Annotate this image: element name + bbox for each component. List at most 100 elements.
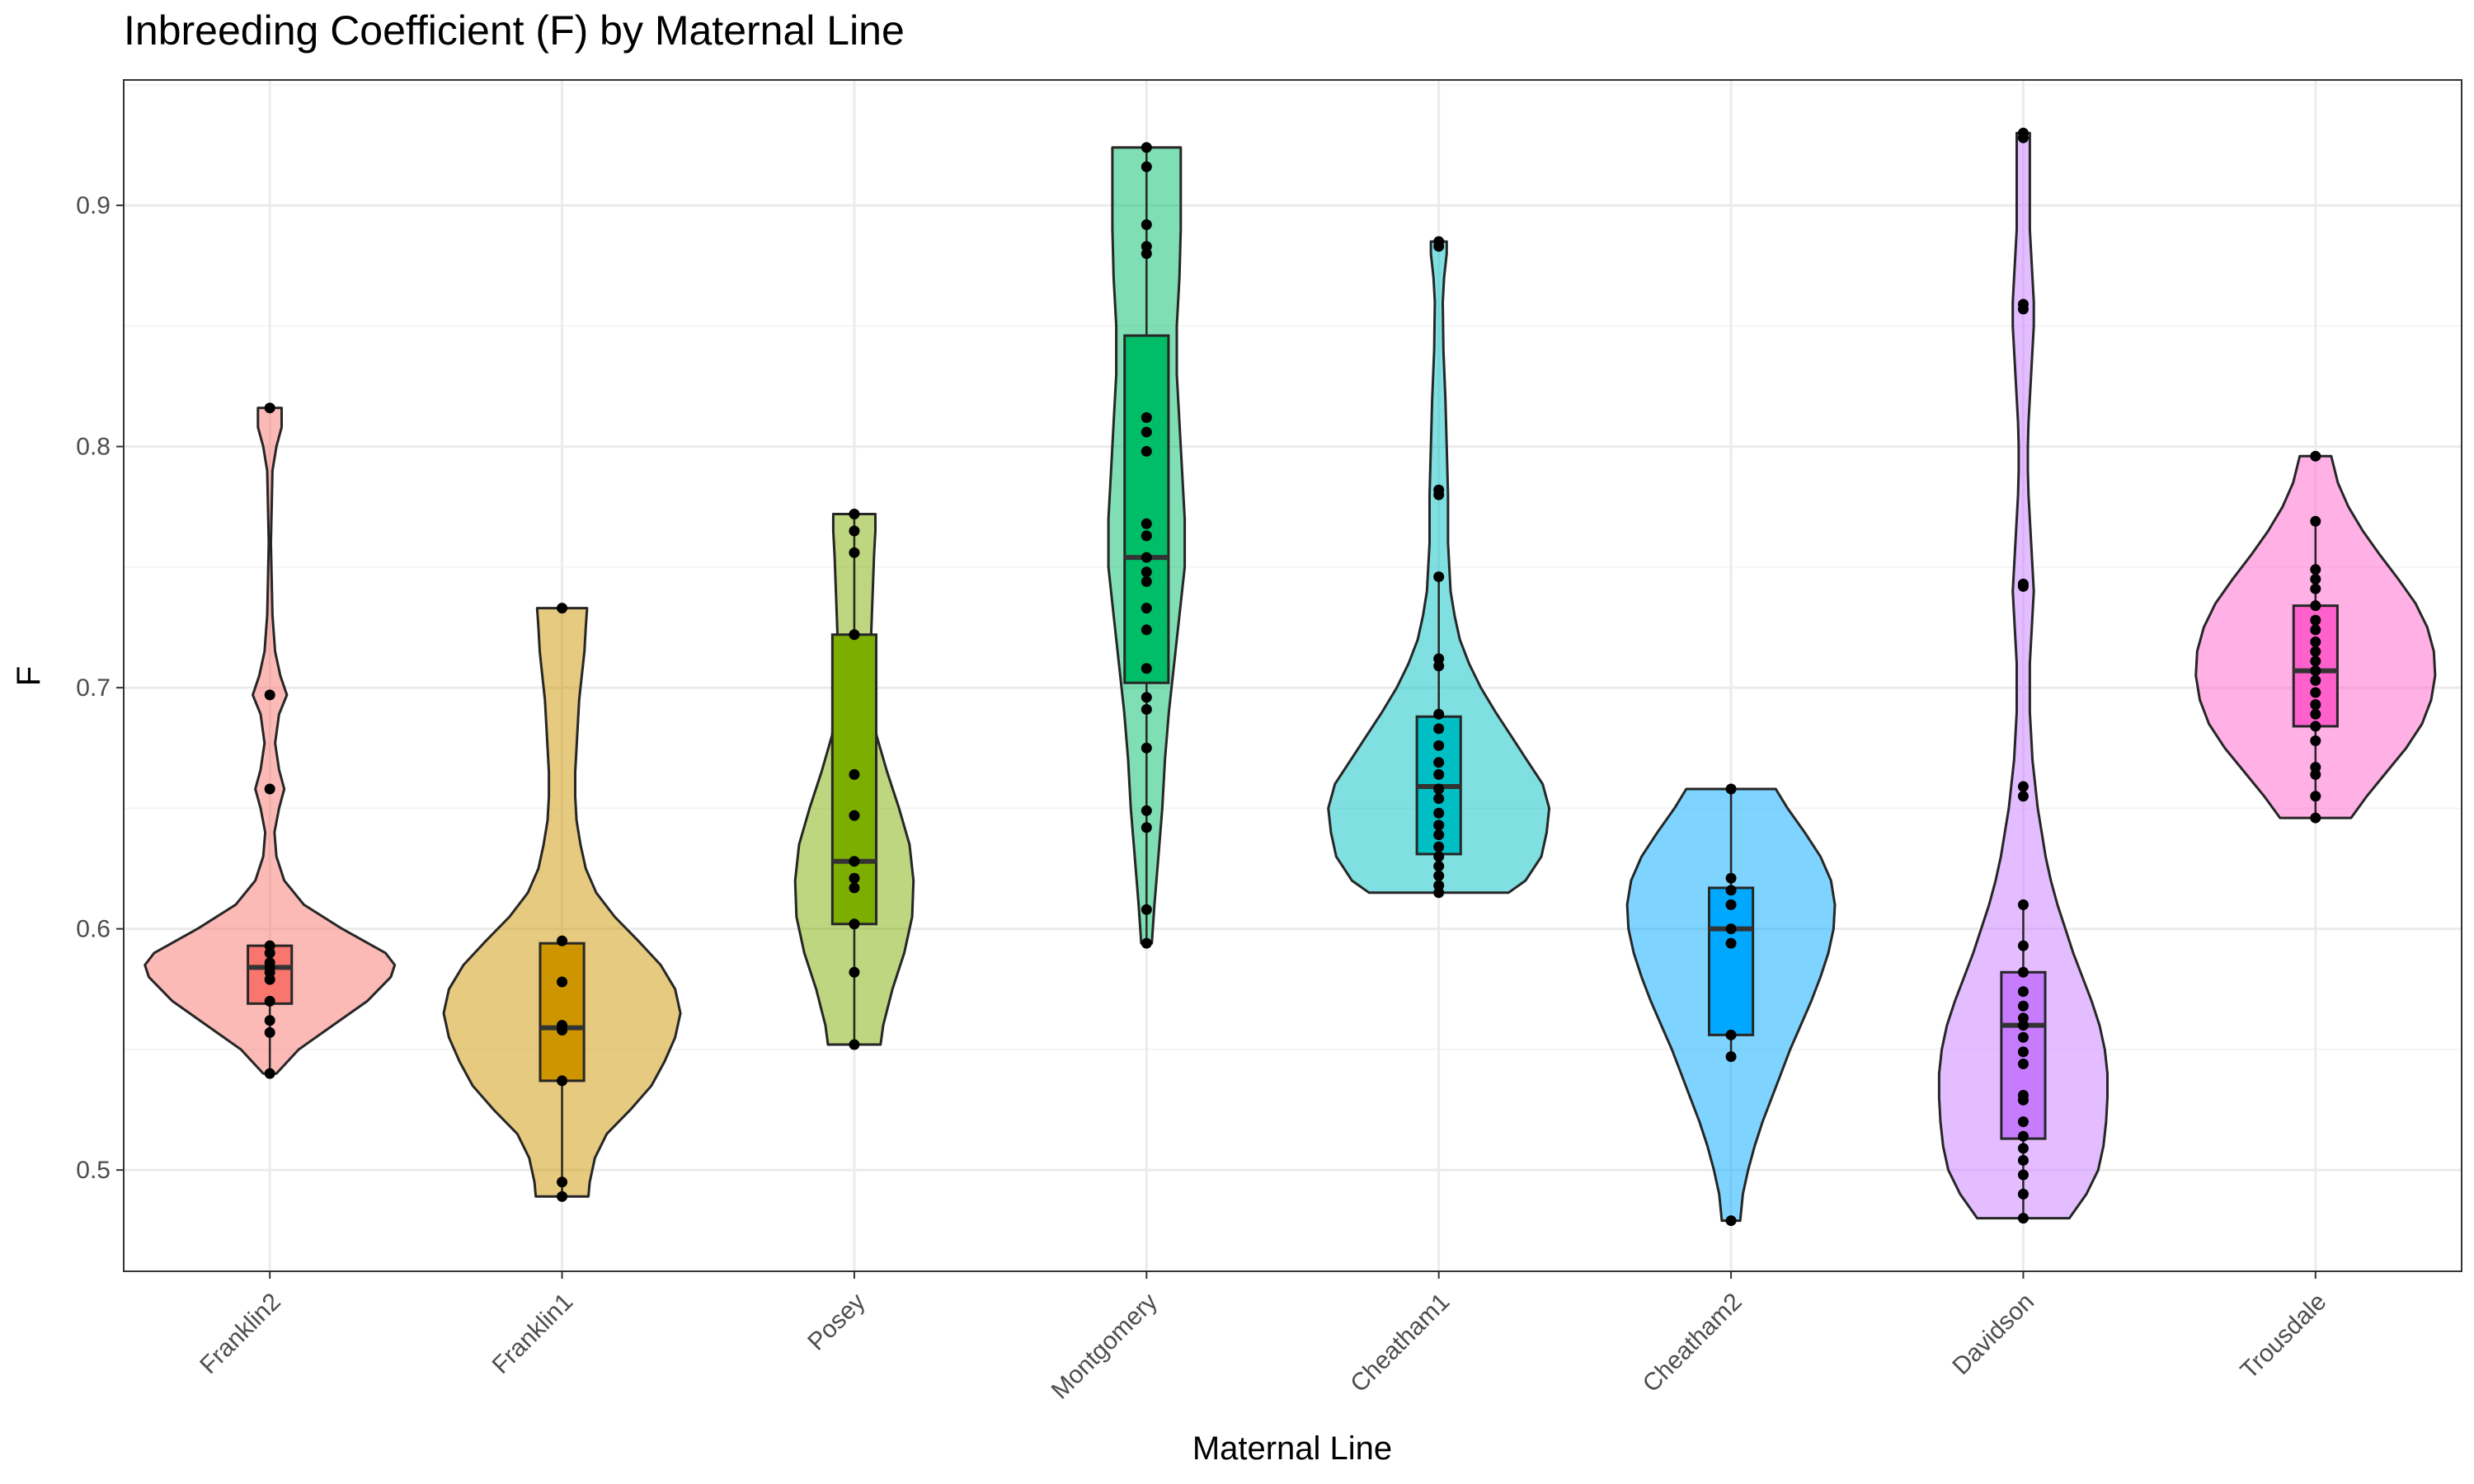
data-point [264, 402, 275, 414]
grid-lines [124, 80, 2462, 1271]
data-point [2017, 1188, 2029, 1200]
data-point [1433, 841, 1445, 852]
x-tick-label: Franklin2 [195, 1288, 286, 1379]
data-point [2017, 791, 2029, 802]
data-point [2310, 600, 2321, 612]
data-point [2310, 450, 2321, 462]
x-tick-label: Trousdale [2236, 1288, 2332, 1384]
plot-panel-border [123, 79, 2462, 1272]
data-point [2017, 1154, 2029, 1166]
data-point [1141, 426, 1152, 438]
data-point [1725, 783, 1737, 795]
data-point [557, 603, 568, 614]
violin-Davidson [1937, 131, 2109, 1220]
axes: 0.5 0.6 0.7 0.8 0.9 Franklin2 Franklin1 Posey Mo… [76, 192, 2331, 1404]
data-point [1141, 937, 1152, 949]
y-axis-title: F [11, 666, 47, 686]
data-point [1141, 530, 1152, 542]
violins [143, 131, 2437, 1223]
data-point [1141, 575, 1152, 587]
data-point [849, 768, 860, 780]
data-point [2017, 132, 2029, 143]
data-point [1433, 740, 1445, 751]
data-point [1141, 624, 1152, 636]
data-point [2310, 674, 2321, 686]
violin-Franklin1 [442, 607, 682, 1198]
data-point [2310, 646, 2321, 657]
y-tick-label: 0.8 [76, 434, 111, 461]
data-point [1725, 937, 1737, 949]
data-point [2310, 735, 2321, 746]
data-point [2017, 899, 2029, 910]
data-points [264, 127, 2321, 1227]
data-point [557, 1024, 568, 1036]
data-point [1433, 851, 1445, 862]
y-tick-label: 0.6 [76, 916, 111, 943]
data-point [2310, 665, 2321, 677]
data-point [557, 1075, 568, 1087]
data-point [1433, 870, 1445, 881]
data-point [1433, 861, 1445, 872]
data-point [1141, 805, 1152, 816]
y-tick-label: 0.7 [76, 674, 111, 702]
data-point [2017, 1169, 2029, 1181]
data-point [2017, 1116, 2029, 1128]
boxplots [247, 147, 2339, 1219]
data-point [849, 810, 860, 821]
data-point [2017, 1213, 2029, 1224]
data-point [2310, 768, 2321, 780]
data-point [2310, 636, 2321, 648]
box-Franklin1 [539, 942, 586, 1082]
data-point [2310, 564, 2321, 575]
data-point [1141, 603, 1152, 614]
data-point [2017, 781, 2029, 792]
x-tick-label: Posey [802, 1288, 870, 1355]
data-point [2017, 1020, 2029, 1031]
data-point [1725, 899, 1737, 910]
data-point [1433, 571, 1445, 583]
data-point [1141, 219, 1152, 231]
data-point [1141, 518, 1152, 529]
data-point [1433, 829, 1445, 841]
data-point [849, 966, 860, 978]
data-point [2017, 1058, 2029, 1069]
data-point [1725, 1051, 1737, 1063]
data-point [1141, 566, 1152, 578]
x-tick-label: Montgomery [1047, 1288, 1163, 1404]
data-point [849, 1039, 860, 1050]
violin-Franklin2 [143, 406, 397, 1075]
data-point [1433, 819, 1445, 831]
data-point [264, 1026, 275, 1038]
data-point [1141, 248, 1152, 260]
x-tick-label: Cheatham2 [1638, 1288, 1747, 1397]
data-point [264, 1015, 275, 1026]
data-point [2017, 940, 2029, 951]
data-point [849, 882, 860, 894]
violin-Cheatham1 [1327, 240, 1551, 895]
x-axis-title: Maternal Line [1192, 1430, 1392, 1467]
data-point [557, 976, 568, 988]
data-point [1433, 768, 1445, 780]
chart-title: Inbreeding Coefficient (F) by Maternal L… [124, 7, 905, 54]
data-point [1725, 885, 1737, 896]
data-point [2310, 515, 2321, 527]
data-point [1433, 660, 1445, 672]
data-point [264, 1068, 275, 1079]
data-point [1433, 723, 1445, 735]
data-point [1433, 783, 1445, 795]
data-point [1433, 793, 1445, 805]
data-point [2310, 655, 2321, 667]
data-point [1141, 822, 1152, 834]
data-point [2017, 986, 2029, 998]
data-point [849, 629, 860, 641]
data-point [2017, 966, 2029, 978]
data-point [2310, 812, 2321, 824]
data-point [2310, 708, 2321, 720]
data-point [2310, 687, 2321, 698]
box-Cheatham2 [1707, 886, 1755, 1036]
data-point [849, 547, 860, 558]
data-point [1433, 241, 1445, 252]
data-point [1141, 742, 1152, 754]
data-point [557, 935, 568, 946]
